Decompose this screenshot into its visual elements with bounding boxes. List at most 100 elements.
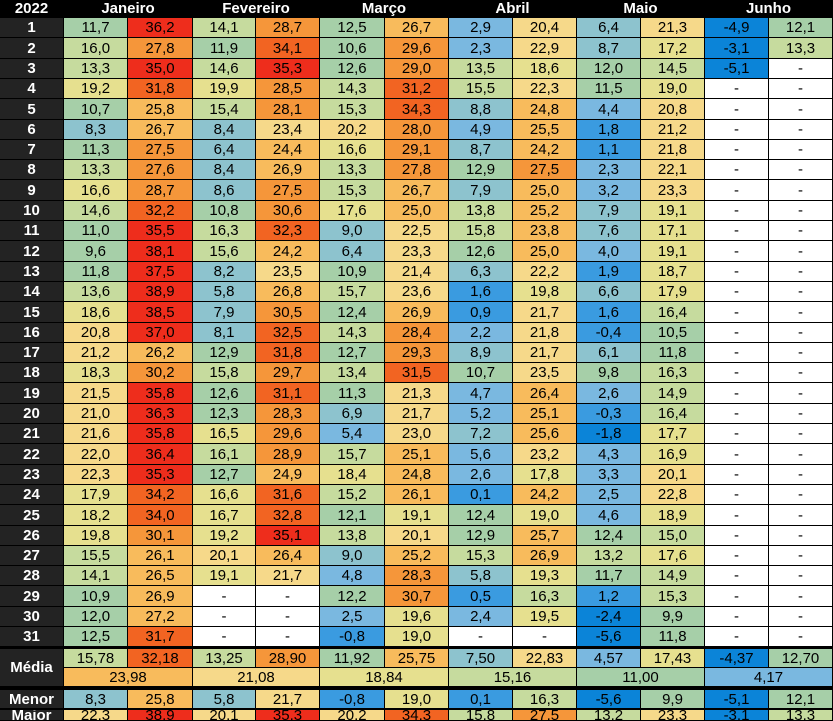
data-cell: 19,6 bbox=[385, 607, 449, 627]
data-cell: 2,9 bbox=[449, 18, 513, 38]
data-cell: 15,3 bbox=[320, 180, 385, 201]
data-cell: 26,1 bbox=[128, 546, 193, 566]
day-label: 17 bbox=[0, 343, 64, 363]
data-cell: -4,9 bbox=[705, 18, 769, 38]
data-cell: - bbox=[769, 424, 833, 444]
media-cell: 12,70 bbox=[769, 649, 833, 668]
data-cell: 10,9 bbox=[320, 262, 385, 282]
data-cell: 21,7 bbox=[256, 566, 320, 586]
data-cell: 21,2 bbox=[641, 120, 705, 140]
data-cell: 24,8 bbox=[513, 99, 577, 120]
data-cell: 19,5 bbox=[513, 607, 577, 627]
data-cell: 26,5 bbox=[128, 566, 193, 586]
data-cell: - bbox=[705, 526, 769, 546]
data-cell: - bbox=[769, 59, 833, 79]
data-cell: - bbox=[705, 201, 769, 221]
data-cell: 11,7 bbox=[577, 566, 641, 586]
data-cell: 16,6 bbox=[320, 140, 385, 160]
data-cell: 17,1 bbox=[641, 221, 705, 241]
data-cell: 25,6 bbox=[513, 424, 577, 444]
month-header: Fevereiro bbox=[193, 0, 320, 18]
data-cell: 7,6 bbox=[577, 221, 641, 241]
day-label: 4 bbox=[0, 79, 64, 99]
data-cell: 9,6 bbox=[64, 241, 128, 262]
day-label: 10 bbox=[0, 201, 64, 221]
data-cell: - bbox=[705, 343, 769, 363]
data-cell: -0,8 bbox=[320, 627, 385, 647]
data-cell: 26,9 bbox=[513, 546, 577, 566]
month-header: Abril bbox=[449, 0, 577, 18]
data-cell: - bbox=[705, 607, 769, 627]
data-cell: 28,0 bbox=[385, 120, 449, 140]
data-cell: - bbox=[769, 160, 833, 180]
data-cell: 31,1 bbox=[256, 383, 320, 404]
data-cell: 19,1 bbox=[641, 241, 705, 262]
data-cell: 19,0 bbox=[641, 79, 705, 99]
data-cell: - bbox=[769, 140, 833, 160]
data-cell: 8,2 bbox=[193, 262, 256, 282]
data-cell: 15,3 bbox=[320, 99, 385, 120]
data-cell: 35,3 bbox=[256, 59, 320, 79]
data-cell: 16,3 bbox=[641, 363, 705, 383]
data-cell: 5,8 bbox=[193, 282, 256, 302]
data-cell: 26,4 bbox=[256, 546, 320, 566]
data-cell: - bbox=[769, 282, 833, 302]
data-cell: - bbox=[769, 323, 833, 343]
data-cell: 12,0 bbox=[577, 59, 641, 79]
data-cell: 38,9 bbox=[128, 282, 193, 302]
data-cell: 10,6 bbox=[320, 38, 385, 59]
data-cell: 12,9 bbox=[193, 343, 256, 363]
data-cell: 10,5 bbox=[641, 323, 705, 343]
data-cell: 15,8 bbox=[193, 363, 256, 383]
data-cell: 14,9 bbox=[641, 383, 705, 404]
day-label: 27 bbox=[0, 546, 64, 566]
data-cell: - bbox=[705, 180, 769, 201]
data-cell: 2,6 bbox=[449, 465, 513, 485]
data-cell: 9,8 bbox=[577, 363, 641, 383]
day-label: 29 bbox=[0, 586, 64, 607]
data-cell: 19,1 bbox=[193, 566, 256, 586]
data-cell: 37,0 bbox=[128, 323, 193, 343]
data-cell: 21,3 bbox=[641, 18, 705, 38]
data-cell: 35,5 bbox=[128, 221, 193, 241]
maior-label: Maior bbox=[0, 710, 64, 721]
data-cell: 23,0 bbox=[385, 424, 449, 444]
data-cell: 8,4 bbox=[193, 160, 256, 180]
data-cell: 13,5 bbox=[449, 59, 513, 79]
data-cell: - bbox=[769, 201, 833, 221]
data-cell: 28,1 bbox=[256, 99, 320, 120]
data-cell: - bbox=[705, 505, 769, 526]
data-cell: 13,3 bbox=[320, 160, 385, 180]
maior-cell: 34,3 bbox=[385, 710, 449, 721]
data-cell: 13,8 bbox=[320, 526, 385, 546]
data-cell: 15,0 bbox=[641, 526, 705, 546]
data-cell: 11,0 bbox=[64, 221, 128, 241]
data-cell: 14,1 bbox=[193, 18, 256, 38]
data-cell: 22,3 bbox=[64, 465, 128, 485]
day-label: 30 bbox=[0, 607, 64, 627]
data-cell: - bbox=[769, 262, 833, 282]
data-cell: 27,2 bbox=[128, 607, 193, 627]
data-cell: 29,1 bbox=[385, 140, 449, 160]
data-cell: - bbox=[705, 282, 769, 302]
maior-cell: 35,3 bbox=[256, 710, 320, 721]
data-cell: 19,2 bbox=[193, 526, 256, 546]
data-cell: 19,0 bbox=[513, 505, 577, 526]
data-cell: 6,6 bbox=[577, 282, 641, 302]
data-cell: 25,7 bbox=[513, 526, 577, 546]
menor-cell: 21,7 bbox=[256, 690, 320, 709]
menor-cell: -5,1 bbox=[705, 690, 769, 709]
day-label: 22 bbox=[0, 444, 64, 465]
month-header: Março bbox=[320, 0, 449, 18]
day-label: 12 bbox=[0, 241, 64, 262]
data-cell: 26,1 bbox=[385, 485, 449, 505]
media-combined-cell: 21,08 bbox=[193, 668, 320, 687]
data-cell: -3,1 bbox=[705, 38, 769, 59]
data-cell: 6,4 bbox=[193, 140, 256, 160]
media-cell: 28,90 bbox=[256, 649, 320, 668]
data-cell: 29,7 bbox=[256, 363, 320, 383]
data-cell: 20,1 bbox=[641, 465, 705, 485]
data-cell: 16,7 bbox=[193, 505, 256, 526]
data-cell: 25,1 bbox=[513, 404, 577, 424]
data-cell: 9,9 bbox=[641, 607, 705, 627]
